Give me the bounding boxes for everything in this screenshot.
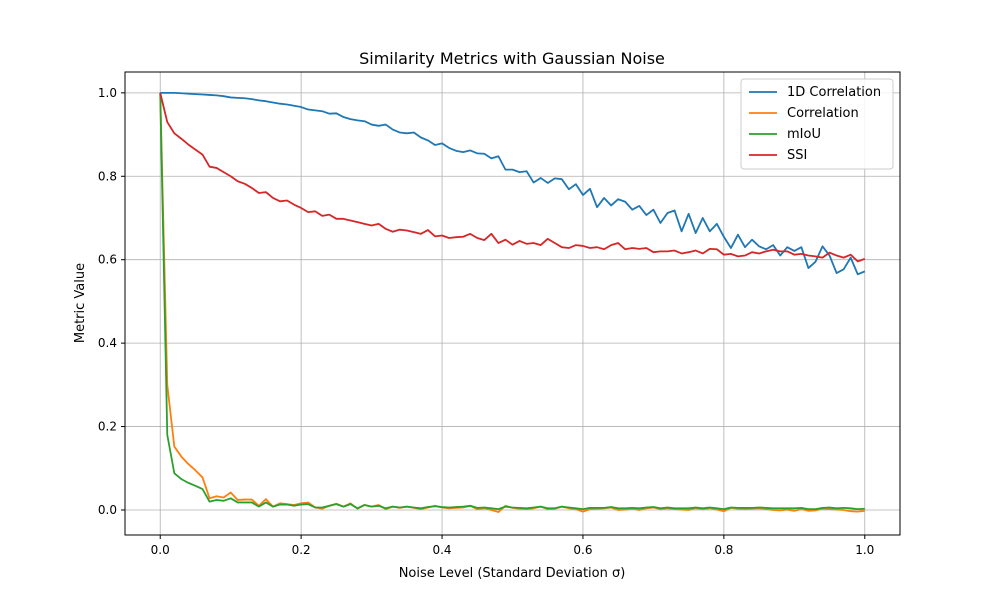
y-tick-label: 0.0 [98, 503, 117, 517]
legend-label-1d-correlation: 1D Correlation [787, 85, 881, 100]
x-tick-label: 1.0 [855, 543, 874, 557]
axis-ticks: 0.0 0.2 0.4 0.6 0.8 1.0 0.0 0.2 0.4 0.6 0.8 1.0 [98, 86, 874, 557]
y-tick-label: 0.6 [98, 253, 117, 267]
y-axis-label: Metric Value [73, 263, 88, 343]
y-tick-label: 0.8 [98, 169, 117, 183]
plot-frame [124, 71, 901, 536]
x-tick-label: 0.4 [432, 543, 451, 557]
legend: 1D Correlation Correlation mIoU SSI [740, 78, 894, 170]
legend-label-ssi: SSI [787, 148, 807, 163]
x-tick-label: 0.2 [292, 543, 311, 557]
x-tick-label: 0.8 [714, 543, 733, 557]
y-tick-label: 0.2 [98, 420, 117, 434]
legend-label-miou: mIoU [787, 127, 821, 142]
x-tick-label: 0.0 [151, 543, 170, 557]
chart-title: Similarity Metrics with Gaussian Noise [359, 49, 665, 68]
series-lines [159, 91, 866, 513]
legend-box [740, 78, 894, 170]
x-tick-label: 0.6 [573, 543, 592, 557]
series-line-1d-correlation [160, 91, 866, 276]
series-line-miou [159, 92, 865, 511]
y-tick-label: 1.0 [98, 86, 117, 100]
x-axis-label: Noise Level (Standard Deviation σ) [399, 566, 626, 581]
series-line-ssi [159, 92, 866, 263]
legend-label-correlation: Correlation [787, 106, 859, 121]
y-tick-label: 0.4 [98, 336, 117, 350]
